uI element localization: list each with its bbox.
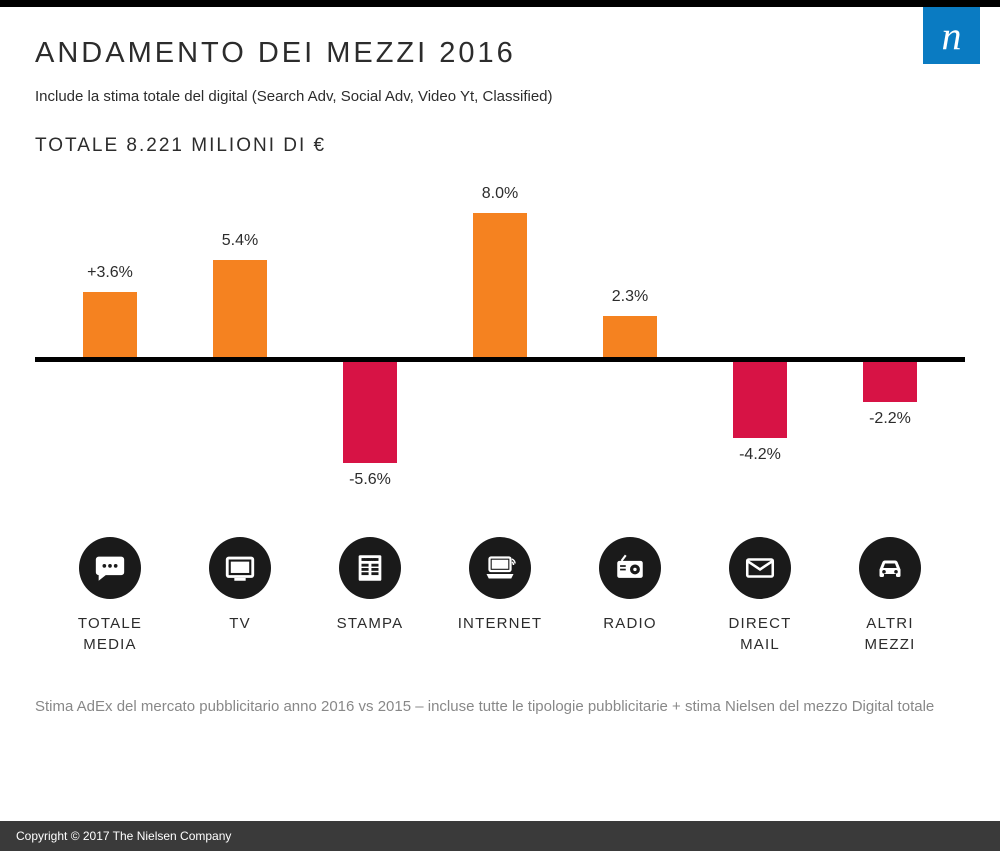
bar-chart: +3.6% 5.4% -5.6% 8.0% 2.3% -4.2% -2.2% — [35, 187, 965, 497]
top-bar — [0, 0, 1000, 7]
bar-col-internet: 8.0% — [435, 187, 565, 497]
category-label-totale_media: TOTALEMEDIA — [78, 613, 142, 655]
page-title: ANDAMENTO DEI MEZZI 2016 — [35, 37, 965, 70]
bar-col-radio: 2.3% — [565, 187, 695, 497]
category-label-internet: INTERNET — [458, 613, 543, 634]
category-tv: TV — [175, 537, 305, 655]
tv-icon — [209, 537, 271, 599]
category-internet: INTERNET — [435, 537, 565, 655]
bar-label-stampa: -5.6% — [320, 471, 420, 489]
bar-tv — [213, 260, 267, 357]
category-stampa: NEWS STAMPA — [305, 537, 435, 655]
chat-icon — [79, 537, 141, 599]
bar-col-altri_mezzi: -2.2% — [825, 187, 955, 497]
footer-bar: Copyright © 2017 The Nielsen Company — [0, 821, 1000, 851]
newspaper-icon: NEWS — [339, 537, 401, 599]
page-subtitle: Include la stima totale del digital (Sea… — [35, 88, 965, 105]
bar-label-radio: 2.3% — [580, 288, 680, 306]
category-direct_mail: DIRECTMAIL — [695, 537, 825, 655]
bar-label-tv: 5.4% — [190, 232, 290, 250]
category-label-tv: TV — [229, 613, 251, 634]
category-label-stampa: STAMPA — [337, 613, 404, 634]
category-totale_media: TOTALEMEDIA — [45, 537, 175, 655]
category-label-radio: RADIO — [603, 613, 657, 634]
bar-internet — [473, 213, 527, 357]
bar-label-direct_mail: -4.2% — [710, 446, 810, 464]
nielsen-logo: n — [923, 7, 980, 64]
bar-label-altri_mezzi: -2.2% — [840, 410, 940, 428]
mail-icon — [729, 537, 791, 599]
bar-radio — [603, 316, 657, 357]
bar-col-tv: 5.4% — [175, 187, 305, 497]
bar-label-internet: 8.0% — [450, 185, 550, 203]
bar-totale_media — [83, 292, 137, 357]
bar-col-totale_media: +3.6% — [45, 187, 175, 497]
content: ANDAMENTO DEI MEZZI 2016 Include la stim… — [0, 7, 1000, 759]
bar-direct_mail — [733, 362, 787, 438]
svg-text:NEWS: NEWS — [364, 557, 377, 562]
bar-label-totale_media: +3.6% — [60, 264, 160, 282]
nielsen-logo-text: n — [942, 16, 962, 56]
bar-altri_mezzi — [863, 362, 917, 402]
category-radio: RADIO — [565, 537, 695, 655]
copyright-text: Copyright © 2017 The Nielsen Company — [16, 829, 231, 843]
total-line: TOTALE 8.221 MILIONI DI € — [35, 135, 965, 157]
laptop-icon — [469, 537, 531, 599]
category-altri_mezzi: ALTRIMEZZI — [825, 537, 955, 655]
footnote: Stima AdEx del mercato pubblicitario ann… — [35, 695, 965, 759]
bar-stampa — [343, 362, 397, 463]
category-label-direct_mail: DIRECTMAIL — [728, 613, 791, 655]
bar-col-stampa: -5.6% — [305, 187, 435, 497]
car-icon — [859, 537, 921, 599]
category-row: TOTALEMEDIA TV NEWS STAMPA INTERNET RADIO DIRE… — [35, 537, 965, 655]
bar-col-direct_mail: -4.2% — [695, 187, 825, 497]
category-label-altri_mezzi: ALTRIMEZZI — [865, 613, 916, 655]
radio-icon — [599, 537, 661, 599]
